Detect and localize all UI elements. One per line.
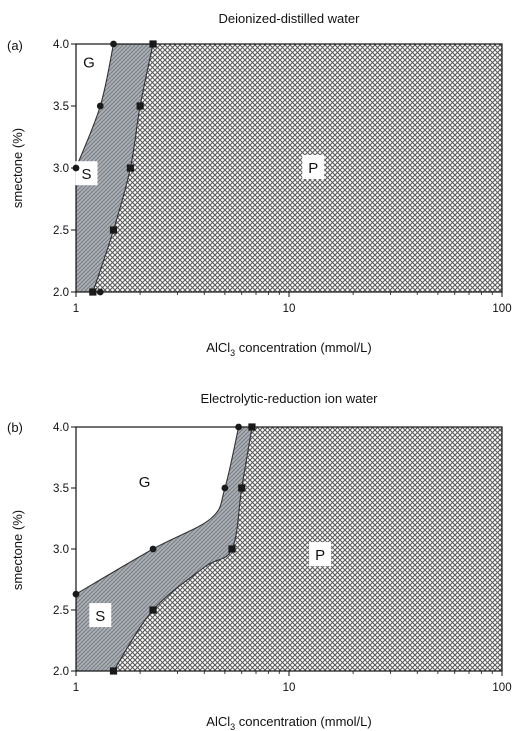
plot-area [75,426,502,672]
region-label: G [83,55,95,72]
gel-region [76,427,239,595]
x-tick-label: 100 [492,682,511,694]
x-tick-label: 1 [73,682,79,694]
x-tick-label: 10 [283,682,296,694]
region-label: S [95,608,105,625]
y-axis: 2.0 2.5 3.0 3.5 4.0 [53,39,76,299]
chart-title: Electrolytic-reduction ion water [200,391,378,406]
x-axis-label: AlCl3 concentration (mmol/L) [206,340,371,358]
panel-label: (a) [7,38,23,53]
x-tick-label: 10 [283,303,296,315]
precipitate-region [113,427,502,671]
data-point-circle [96,102,104,110]
y-tick-label: 4.0 [53,422,69,434]
x-axis: 1 10 100 [73,671,512,694]
region-label: P [315,547,325,564]
data-point-square [136,102,144,110]
y-axis-label: smectone (%) [10,510,25,590]
y-tick-label: 2.5 [53,605,69,617]
data-point-circle [96,288,104,296]
data-point-circle [149,545,157,553]
data-point-circle [235,423,243,431]
data-point-square [126,164,134,172]
data-point-square [109,667,118,675]
panel-label: (b) [7,420,23,435]
y-tick-label: 3.5 [53,483,69,495]
chart-title: Deionized-distilled water [219,11,361,26]
y-tick-label: 4.0 [53,39,69,51]
y-axis: 2.0 2.5 3.0 3.5 4.0 [53,422,76,678]
plot-area [75,43,503,293]
boundary-line-left [75,426,240,595]
region-label: S [81,166,91,183]
region-label: G [139,474,151,491]
data-point-square [149,40,157,48]
region-label-box [133,468,156,493]
data-point-square [238,484,246,492]
region-label: P [308,160,318,177]
stable-region [76,44,153,292]
x-axis: 1 10 100 [73,292,512,315]
y-tick-label: 3.5 [53,101,69,113]
region-labels: G S P [75,49,325,186]
data-point-square [89,288,97,296]
data-markers [72,423,256,675]
data-point-circle [110,40,117,48]
region-label-box [309,542,332,567]
data-markers [72,40,157,296]
data-point-circle [72,590,80,598]
data-point-square [109,226,118,234]
region-label-box [77,49,100,74]
region-label-box [89,603,112,628]
x-tick-label: 1 [73,303,79,315]
stable-region [76,427,252,671]
region-label-box [75,161,98,186]
data-point-square [149,606,157,614]
region-label-box [302,155,325,179]
y-tick-label: 3.0 [53,544,69,556]
y-tick-label: 2.5 [53,225,69,237]
gel-region [76,44,114,168]
region-labels: G S P [89,468,332,628]
precipitate-region [92,44,503,292]
x-axis-label: AlCl3 concentration (mmol/L) [206,714,371,731]
data-point-square [248,423,256,431]
y-axis-label: smectone (%) [10,128,25,208]
data-point-circle [221,484,229,492]
data-point-square [228,545,236,553]
y-tick-label: 2.0 [53,666,69,678]
x-tick-label: 100 [492,303,511,315]
panel-a: Deionized-distilled water (a) smectone (… [7,11,512,358]
y-tick-label: 3.0 [53,163,69,175]
y-tick-label: 2.0 [53,287,69,299]
panel-b: Electrolytic-reduction ion water (b) sme… [7,391,512,731]
